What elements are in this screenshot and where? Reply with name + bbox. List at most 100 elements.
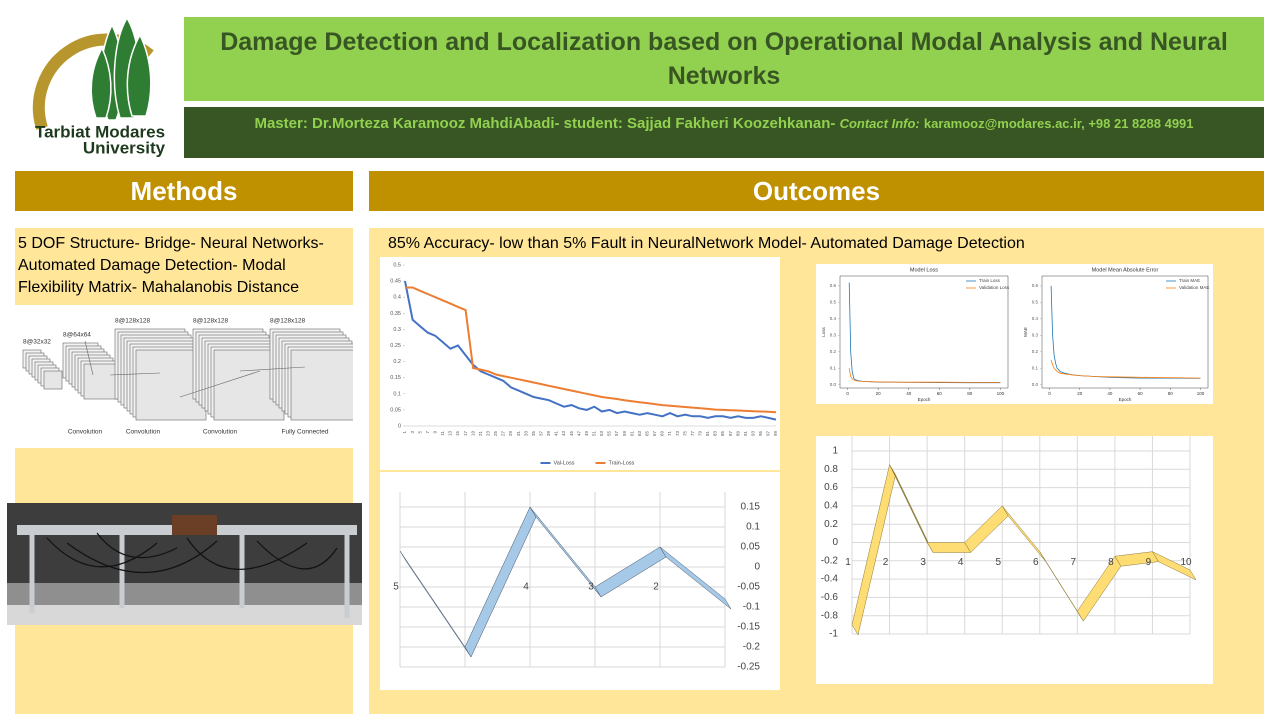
chart-frame xyxy=(816,264,1213,404)
subtitle-bar: Master: Dr.Morteza Karamooz MahdiAbadi- … xyxy=(184,107,1264,158)
y-tick-label: 0.4 xyxy=(1032,316,1039,321)
x-tick-label: 7 xyxy=(1071,557,1077,568)
legend-label: Validation Loss xyxy=(979,285,1010,290)
layer-name: Convolution xyxy=(68,429,103,436)
x-tick-label: 61 xyxy=(629,431,634,437)
x-tick-label: 43 xyxy=(561,431,566,437)
x-tick-label: 2 xyxy=(883,557,889,568)
y-tick-label: -0.8 xyxy=(821,610,839,621)
legend-label: Val-Loss xyxy=(554,460,575,466)
x-tick-label: 7 xyxy=(425,431,430,434)
x-tick-label: 11 xyxy=(440,431,445,436)
x-tick-label: 33 xyxy=(523,431,528,437)
feature-map xyxy=(43,370,63,390)
y-tick-label: 0.0 xyxy=(1032,382,1039,387)
section-heading: Methods xyxy=(15,171,353,211)
y-tick-label: 0.15 xyxy=(741,502,761,513)
logo-trees xyxy=(90,16,152,121)
x-tick-label: 6 xyxy=(1033,557,1039,568)
x-tick-label: 55 xyxy=(607,431,612,437)
x-tick-label: 79 xyxy=(697,431,702,437)
legend-label: Train Loss xyxy=(979,278,1001,283)
photo-cables xyxy=(46,532,338,574)
x-tick-label: 13 xyxy=(448,431,453,437)
x-tick-label: 83 xyxy=(713,431,718,437)
x-tick-label: 40 xyxy=(1107,391,1113,396)
connection xyxy=(84,340,94,376)
layer-size: 8@64x64 xyxy=(63,332,91,339)
x-tick-label: 4 xyxy=(958,557,964,568)
logo: Tarbiat Modares University xyxy=(32,16,166,157)
x-tick-label: 5 xyxy=(417,431,422,434)
x-tick-label: 45 xyxy=(569,431,574,437)
y-tick-label: 0 xyxy=(832,537,838,548)
contact: karamooz@modares.ac.ir, +98 21 8288 4991 xyxy=(923,116,1194,131)
y-tick-label: 0.2 xyxy=(1032,349,1039,354)
plot-frame xyxy=(1041,275,1209,389)
x-tick-label: 53 xyxy=(599,431,604,437)
x-tick-label: 39 xyxy=(546,431,551,437)
x-tick-label: 37 xyxy=(538,431,543,437)
x-axis-label: Epoch xyxy=(918,397,931,402)
y-tick-label: 0.6 xyxy=(824,482,838,493)
authors: Master: Dr.Morteza Karamooz MahdiAbadi- … xyxy=(254,115,836,132)
series-line xyxy=(1050,359,1201,379)
y-tick-label: -0.2 xyxy=(743,642,761,653)
x-tick-label: 60 xyxy=(1138,391,1144,396)
connection xyxy=(179,370,261,398)
legend-label: Validation MAE xyxy=(1179,285,1209,290)
feature-map xyxy=(83,363,120,400)
layer-size: 8@128x128 xyxy=(115,318,151,325)
x-tick-label: 65 xyxy=(644,431,649,437)
x-tick-label: 99 xyxy=(773,431,778,437)
x-tick-label: 4 xyxy=(523,582,529,593)
x-tick-label: 25 xyxy=(493,431,498,437)
layer-size: 8@128x128 xyxy=(270,318,306,325)
x-tick-label: 41 xyxy=(554,431,559,437)
y-tick-label: 0.8 xyxy=(824,464,838,475)
y-tick-label: 0.5 xyxy=(830,300,837,305)
chart-title: Model Loss xyxy=(910,267,938,273)
x-tick-label: 23 xyxy=(485,431,490,437)
connection xyxy=(239,366,306,372)
y-tick-label: 0.45 xyxy=(390,279,401,285)
x-tick-label: 5 xyxy=(393,582,399,593)
y-tick-label: -1 xyxy=(829,629,838,640)
x-tick-label: 20 xyxy=(1077,391,1083,396)
y-tick-label: 0.3 xyxy=(830,332,837,337)
y-axis-label: MAE xyxy=(1023,327,1028,337)
y-tick-label: 0.6 xyxy=(1032,283,1039,288)
chart-title: Model Mean Absolute Error xyxy=(1092,267,1159,273)
y-tick-label: 0.05 xyxy=(390,407,401,413)
x-tick-label: 29 xyxy=(508,431,513,437)
title-bar: Damage Detection and Localization based … xyxy=(184,17,1264,101)
y-tick-label: 0.2 xyxy=(824,519,838,530)
layer-name: Fully Connected xyxy=(282,429,329,436)
x-tick-label: 2 xyxy=(653,582,659,593)
y-tick-label: 0.4 xyxy=(824,501,838,512)
photo-mass xyxy=(172,515,217,535)
x-tick-label: 10 xyxy=(1180,557,1192,568)
y-tick-label: 0.4 xyxy=(393,295,401,301)
y-tick-label: -0.05 xyxy=(737,582,760,593)
x-tick-label: 9 xyxy=(432,431,437,434)
methods-text: 5 DOF Structure- Bridge- Neural Networks… xyxy=(18,235,324,296)
x-tick-label: 77 xyxy=(690,431,695,437)
y-tick-label: -0.1 xyxy=(743,602,761,613)
y-tick-label: 0.15 xyxy=(390,375,401,381)
x-tick-label: 8 xyxy=(1108,557,1114,568)
series-line xyxy=(404,280,777,421)
x-tick-label: 57 xyxy=(614,431,619,437)
section-heading: Outcomes xyxy=(369,171,1264,211)
x-tick-label: 27 xyxy=(501,431,506,437)
y-tick-label: 0.35 xyxy=(390,311,401,317)
x-tick-label: 17 xyxy=(463,431,468,437)
y-tick-label: 0.1 xyxy=(830,365,837,370)
y-tick-label: 0.4 xyxy=(830,316,837,321)
x-tick-label: 95 xyxy=(758,431,763,437)
x-tick-label: 3 xyxy=(920,557,926,568)
ribbon-segment xyxy=(926,542,972,553)
y-tick-label: -0.6 xyxy=(821,592,839,603)
